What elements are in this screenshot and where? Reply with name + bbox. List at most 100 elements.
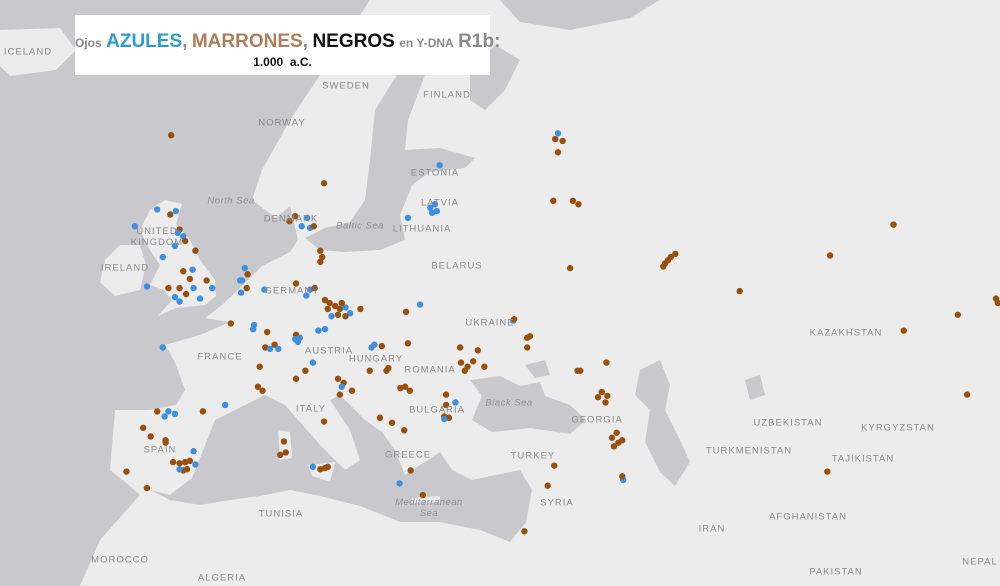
brown-eye-sample-marker[interactable] [397, 384, 404, 392]
blue-eye-sample-marker[interactable] [171, 410, 179, 418]
brown-eye-sample-marker[interactable] [575, 201, 582, 208]
brown-eye-sample-marker[interactable] [243, 284, 250, 292]
brown-eye-sample-marker[interactable] [324, 463, 331, 471]
brown-eye-sample-marker[interactable] [311, 284, 318, 292]
brown-eye-sample-marker[interactable] [608, 434, 616, 441]
blue-eye-sample-marker[interactable] [261, 286, 268, 293]
blue-eye-sample-marker[interactable] [309, 463, 317, 471]
blue-eye-sample-marker[interactable] [159, 344, 166, 351]
brown-eye-sample-marker[interactable] [181, 237, 189, 245]
brown-eye-sample-marker[interactable] [551, 462, 558, 469]
brown-eye-sample-marker[interactable] [474, 347, 482, 354]
brown-eye-sample-marker[interactable] [664, 257, 672, 264]
brown-eye-sample-marker[interactable] [348, 387, 356, 394]
blue-eye-sample-marker[interactable] [165, 408, 172, 415]
brown-eye-sample-marker[interactable] [407, 467, 414, 474]
brown-eye-sample-marker[interactable] [510, 315, 518, 323]
brown-eye-sample-marker[interactable] [442, 401, 450, 409]
brown-eye-sample-marker[interactable] [140, 424, 147, 432]
brown-eye-sample-marker[interactable] [524, 344, 531, 351]
brown-eye-sample-marker[interactable] [994, 299, 1000, 307]
blue-eye-sample-marker[interactable] [309, 359, 317, 366]
blue-eye-sample-marker[interactable] [433, 207, 441, 215]
brown-eye-sample-marker[interactable] [336, 305, 344, 313]
brown-eye-sample-marker[interactable] [292, 280, 300, 287]
brown-eye-sample-marker[interactable] [263, 328, 271, 336]
brown-eye-sample-marker[interactable] [162, 439, 169, 446]
blue-eye-sample-marker[interactable] [452, 399, 459, 406]
brown-eye-sample-marker[interactable] [259, 387, 266, 394]
brown-eye-sample-marker[interactable] [342, 313, 349, 320]
blue-eye-sample-marker[interactable] [176, 466, 183, 473]
brown-eye-sample-marker[interactable] [456, 344, 464, 351]
blue-eye-sample-marker[interactable] [436, 162, 443, 169]
brown-eye-sample-marker[interactable] [271, 341, 278, 348]
brown-eye-sample-marker[interactable] [165, 284, 172, 292]
blue-eye-sample-marker[interactable] [266, 345, 274, 353]
blue-eye-sample-marker[interactable] [338, 383, 345, 390]
blue-eye-sample-marker[interactable] [208, 284, 216, 292]
brown-eye-sample-marker[interactable] [317, 247, 324, 254]
brown-eye-sample-marker[interactable] [143, 484, 151, 492]
blue-eye-sample-marker[interactable] [192, 461, 199, 468]
blue-eye-sample-marker[interactable] [404, 214, 412, 222]
brown-eye-sample-marker[interactable] [291, 212, 299, 220]
brown-eye-sample-marker[interactable] [610, 443, 618, 450]
brown-eye-sample-marker[interactable] [603, 359, 610, 366]
brown-eye-sample-marker[interactable] [404, 340, 412, 347]
blue-eye-sample-marker[interactable] [196, 295, 204, 302]
brown-eye-sample-marker[interactable] [481, 363, 488, 370]
blue-eye-sample-marker[interactable] [154, 206, 161, 213]
blue-eye-sample-marker[interactable] [303, 292, 310, 299]
brown-eye-sample-marker[interactable] [321, 296, 329, 304]
brown-eye-sample-marker[interactable] [167, 132, 175, 139]
blue-eye-sample-marker[interactable] [241, 264, 249, 272]
brown-eye-sample-marker[interactable] [406, 387, 413, 394]
brown-eye-sample-marker[interactable] [550, 197, 557, 205]
brown-eye-sample-marker[interactable] [954, 311, 961, 318]
brown-eye-sample-marker[interactable] [900, 327, 907, 334]
brown-eye-sample-marker[interactable] [180, 268, 187, 275]
blue-eye-sample-marker[interactable] [441, 415, 448, 423]
blue-eye-sample-marker[interactable] [180, 232, 187, 240]
brown-eye-sample-marker[interactable] [169, 458, 177, 466]
brown-eye-sample-marker[interactable] [619, 473, 626, 480]
blue-eye-sample-marker[interactable] [190, 284, 197, 292]
brown-eye-sample-marker[interactable] [604, 392, 611, 400]
blue-eye-sample-marker[interactable] [237, 289, 245, 296]
brown-eye-sample-marker[interactable] [334, 375, 342, 382]
brown-eye-sample-marker[interactable] [227, 320, 235, 327]
blue-eye-sample-marker[interactable] [161, 413, 168, 420]
blue-eye-sample-marker[interactable] [371, 341, 378, 348]
blue-eye-sample-marker[interactable] [174, 229, 181, 237]
blue-eye-sample-marker[interactable] [172, 207, 180, 215]
brown-eye-sample-marker[interactable] [402, 308, 410, 316]
brown-eye-sample-marker[interactable] [526, 333, 534, 340]
blue-eye-sample-marker[interactable] [427, 204, 434, 211]
brown-eye-sample-marker[interactable] [544, 482, 551, 489]
brown-eye-sample-marker[interactable] [338, 299, 345, 307]
brown-eye-sample-marker[interactable] [244, 271, 251, 278]
brown-eye-sample-marker[interactable] [824, 468, 831, 475]
blue-eye-sample-marker[interactable] [315, 327, 322, 334]
brown-eye-sample-marker[interactable] [192, 247, 199, 254]
brown-eye-sample-marker[interactable] [254, 383, 262, 390]
brown-eye-sample-marker[interactable] [176, 460, 183, 467]
brown-eye-sample-marker[interactable] [569, 197, 577, 205]
blue-eye-sample-marker[interactable] [171, 293, 179, 301]
brown-eye-sample-marker[interactable] [167, 211, 174, 218]
blue-eye-sample-marker[interactable] [304, 214, 311, 222]
blue-eye-sample-marker[interactable] [236, 277, 244, 284]
brown-eye-sample-marker[interactable] [154, 408, 161, 415]
brown-eye-sample-marker[interactable] [469, 358, 477, 365]
blue-eye-sample-marker[interactable] [171, 242, 179, 250]
brown-eye-sample-marker[interactable] [256, 363, 263, 370]
brown-eye-sample-marker[interactable] [176, 284, 183, 292]
brown-eye-sample-marker[interactable] [332, 302, 339, 310]
brown-eye-sample-marker[interactable] [310, 223, 317, 230]
blue-eye-sample-marker[interactable] [346, 310, 354, 317]
blue-eye-sample-marker[interactable] [190, 448, 197, 455]
brown-eye-sample-marker[interactable] [186, 275, 194, 283]
brown-eye-sample-marker[interactable] [464, 363, 471, 370]
